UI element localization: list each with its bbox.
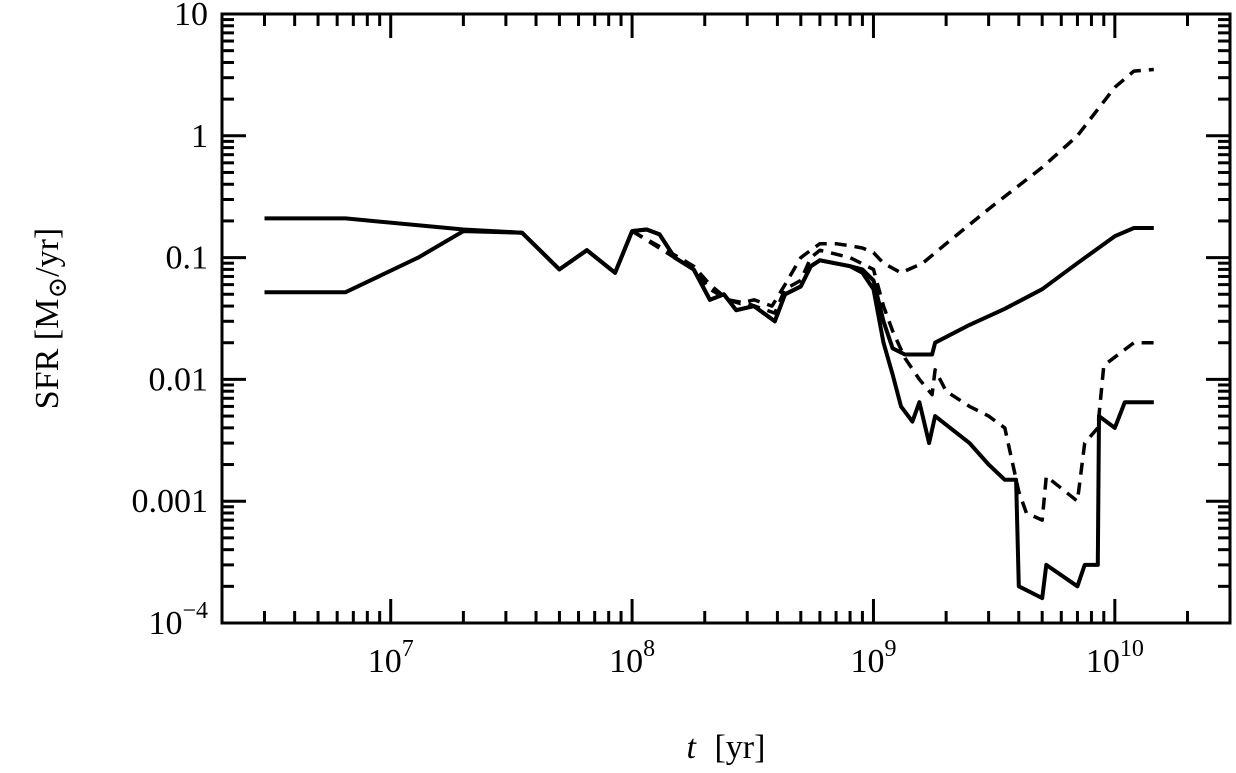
x-tick-label: 108 [609, 636, 655, 680]
y-tick-label: 10−4 [148, 598, 208, 642]
x-axis-variable: t [687, 729, 698, 766]
series-line-4 [631, 229, 1154, 522]
y-tick-label: 10 [174, 0, 208, 33]
y-tick-label: 1 [191, 118, 208, 155]
y-axis-main: SFR [M [29, 299, 66, 410]
x-axis-unit: [yr] [714, 729, 765, 766]
y-tick-label: 0.01 [149, 361, 209, 398]
x-tick-label: 107 [368, 636, 414, 680]
y-tick-label: 0.1 [166, 240, 209, 277]
ticks-layer [220, 12, 1232, 625]
series-layer [264, 67, 1154, 601]
series-line-3 [631, 67, 1154, 308]
series-line-2 [264, 227, 1154, 601]
y-axis-sub: ⊙ [43, 277, 72, 299]
x-axis-label: t [yr] [687, 729, 766, 766]
series-line-1 [264, 216, 1154, 357]
plot-frame [220, 12, 1232, 625]
y-axis-label: SFR [M⊙/yr] [29, 228, 72, 409]
y-axis-tail: /yr] [29, 228, 66, 277]
y-tick-label: 0.001 [132, 483, 209, 520]
x-tick-label: 1010 [1086, 636, 1144, 680]
x-tick-label: 109 [850, 636, 896, 680]
